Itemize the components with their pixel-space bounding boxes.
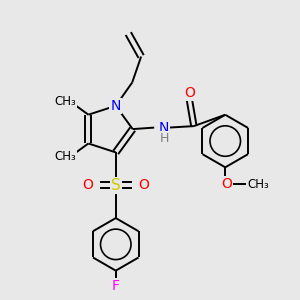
Text: N: N <box>159 121 169 135</box>
Text: O: O <box>184 86 195 100</box>
Text: CH₃: CH₃ <box>54 150 76 163</box>
Text: CH₃: CH₃ <box>247 178 269 191</box>
Text: O: O <box>221 177 232 191</box>
Text: O: O <box>82 178 93 192</box>
Text: S: S <box>111 178 121 193</box>
Text: F: F <box>112 279 120 293</box>
Text: O: O <box>138 178 149 192</box>
Text: CH₃: CH₃ <box>54 95 76 108</box>
Text: N: N <box>111 99 121 113</box>
Text: H: H <box>159 132 169 145</box>
